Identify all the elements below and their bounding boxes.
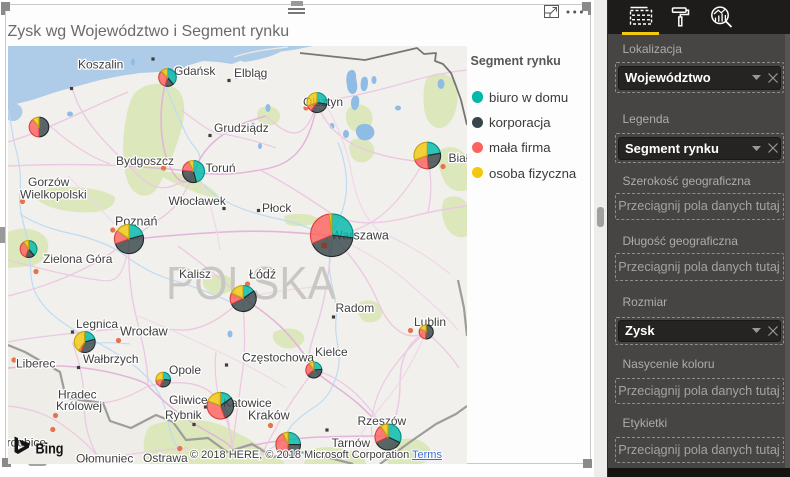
svg-text:Wrocław: Wrocław [120, 324, 169, 338]
svg-text:Królowej: Królowej [56, 399, 102, 413]
svg-text:Bing: Bing [36, 441, 64, 458]
svg-text:Opole: Opole [169, 363, 201, 377]
svg-text:Koszalin: Koszalin [78, 58, 123, 72]
svg-text:Częstochowa: Częstochowa [242, 351, 314, 365]
svg-text:Rzeszów: Rzeszów [358, 414, 407, 428]
svg-text:Łódź: Łódź [249, 267, 276, 281]
svg-text:Ołomuniec: Ołomuniec [76, 452, 133, 465]
svg-text:Kielce: Kielce [315, 345, 348, 359]
svg-text:Grudziądz: Grudziądz [214, 121, 269, 135]
svg-text:Legnica: Legnica [76, 317, 118, 331]
svg-text:Katowice: Katowice [223, 396, 272, 410]
svg-text:Gdańsk: Gdańsk [174, 64, 216, 78]
svg-text:Kraków: Kraków [248, 408, 291, 422]
svg-text:Elbląg: Elbląg [234, 66, 267, 80]
svg-text:Ostrawa: Ostrawa [143, 451, 188, 464]
svg-text:Rybnik: Rybnik [165, 408, 203, 422]
svg-text:Hradec: Hradec [58, 388, 97, 402]
svg-text:Kalisz: Kalisz [179, 267, 211, 281]
svg-text:Tarnów: Tarnów [332, 436, 371, 450]
svg-text:Liberec: Liberec [16, 357, 55, 371]
svg-text:Gliwice: Gliwice [169, 393, 208, 407]
svg-text:Gorzów: Gorzów [28, 175, 70, 189]
svg-text:Wielkopolski: Wielkopolski [20, 188, 87, 202]
svg-text:Wałbrzych: Wałbrzych [83, 352, 139, 366]
svg-text:© 2018 HERE, © 2018 Microsoft: © 2018 HERE, © 2018 Microsoft Corporatio… [190, 449, 409, 461]
svg-text:Włocławek: Włocławek [169, 194, 227, 208]
svg-text:Radom: Radom [336, 301, 375, 315]
svg-text:Terms: Terms [412, 449, 442, 461]
svg-text:Płock: Płock [262, 201, 292, 215]
svg-text:Toruń: Toruń [206, 161, 236, 175]
svg-text:Bydgoszcz: Bydgoszcz [116, 154, 174, 168]
svg-text:Białystok: Białystok [449, 151, 468, 165]
svg-text:Zielona Góra: Zielona Góra [43, 252, 113, 266]
